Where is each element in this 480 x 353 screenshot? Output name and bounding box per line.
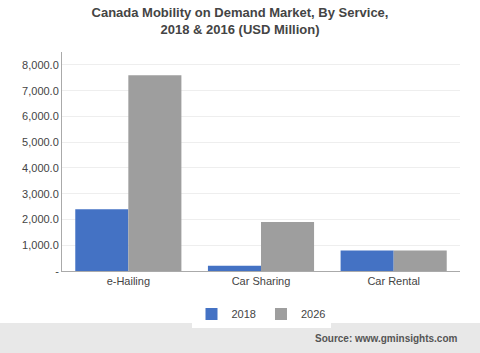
svg-text:1,000.0: 1,000.0 — [22, 239, 59, 251]
svg-text:Car Rental: Car Rental — [367, 275, 420, 287]
svg-text:Car Sharing: Car Sharing — [232, 275, 291, 287]
svg-text:2026: 2026 — [301, 308, 325, 320]
svg-text:4,000.0: 4,000.0 — [22, 162, 59, 174]
svg-text:8,000.0: 8,000.0 — [22, 59, 59, 71]
svg-text:e-Hailing: e-Hailing — [107, 275, 150, 287]
svg-text:Canada Mobility on Demand Mark: Canada Mobility on Demand Market, By Ser… — [92, 5, 389, 37]
svg-text:-: - — [55, 265, 59, 277]
svg-text:2,000.0: 2,000.0 — [22, 213, 59, 225]
svg-text:2018: 2018 — [232, 308, 256, 320]
svg-text:7,000.0: 7,000.0 — [22, 85, 59, 97]
svg-text:6,000.0: 6,000.0 — [22, 110, 59, 122]
svg-text:Source: www.gminsights.com: Source: www.gminsights.com — [315, 333, 458, 344]
svg-text:5,000.0: 5,000.0 — [22, 136, 59, 148]
svg-text:3,000.0: 3,000.0 — [22, 188, 59, 200]
